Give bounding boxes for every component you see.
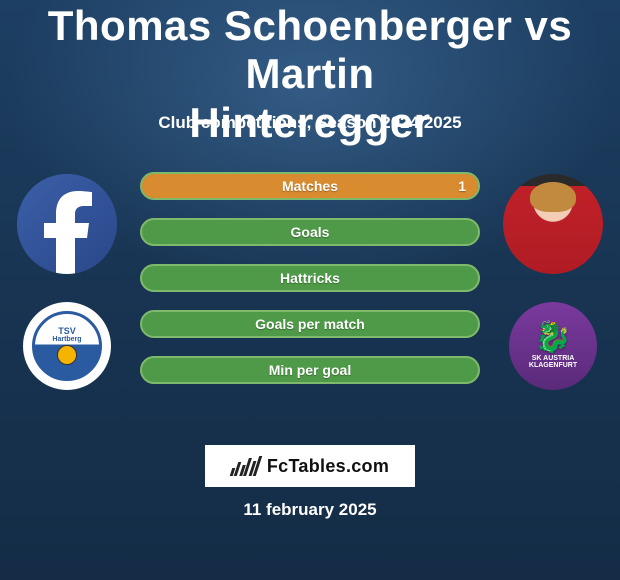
- stat-label: Min per goal: [269, 362, 351, 378]
- brand-name: FcTables: [267, 456, 346, 476]
- title-line-1: Thomas Schoenberger vs Martin: [48, 2, 573, 97]
- brand-bars-icon: [231, 456, 259, 476]
- player-right-avatar: [503, 174, 603, 274]
- stat-label: Matches: [282, 178, 338, 194]
- right-player-column: 🐉 SK AUSTRIA KLAGENFURT: [498, 174, 608, 390]
- stat-bar: Goals: [140, 218, 480, 246]
- club-right-top: SK AUSTRIA: [532, 355, 575, 362]
- stat-bar: Hattricks: [140, 264, 480, 292]
- stat-label: Goals per match: [255, 316, 365, 332]
- stat-bar: Min per goal: [140, 356, 480, 384]
- dragon-icon: 🐉: [534, 323, 571, 353]
- brand-logo: FcTables.com: [205, 445, 415, 487]
- fb-icon: [17, 174, 117, 274]
- club-left-inner: TSV Hartberg: [32, 311, 102, 381]
- stat-label: Hattricks: [280, 270, 340, 286]
- date-line: 11 february 2025: [0, 500, 620, 520]
- player-left-avatar: [17, 174, 117, 274]
- stat-label: Goals: [291, 224, 330, 240]
- club-left-bot: Hartberg: [52, 336, 81, 343]
- subtitle: Club competitions, Season 2024/2025: [0, 113, 620, 133]
- stats-container: 1 Matches Goals Hattricks Goals per match Min…: [140, 172, 480, 384]
- brand-tld: .com: [346, 456, 389, 476]
- stat-value-right: 1: [458, 178, 466, 194]
- stat-bar: 1 Matches: [140, 172, 480, 200]
- club-right-bot: KLAGENFURT: [529, 362, 577, 369]
- club-right-badge: 🐉 SK AUSTRIA KLAGENFURT: [509, 302, 597, 390]
- stat-bar: Goals per match: [140, 310, 480, 338]
- ball-icon: [57, 345, 77, 365]
- club-left-badge: TSV Hartberg: [23, 302, 111, 390]
- club-right-inner: 🐉 SK AUSTRIA KLAGENFURT: [509, 302, 597, 390]
- club-left-top: TSV: [58, 327, 76, 336]
- left-player-column: TSV Hartberg: [12, 174, 122, 390]
- brand-text: FcTables.com: [267, 456, 389, 477]
